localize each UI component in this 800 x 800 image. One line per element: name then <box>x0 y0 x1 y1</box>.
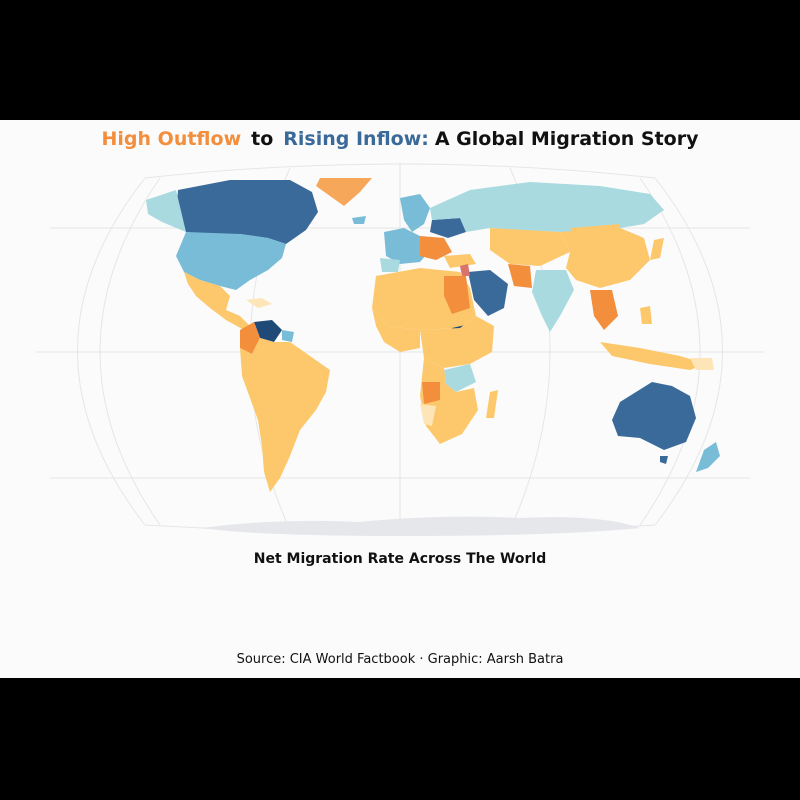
projection-outline <box>77 163 723 533</box>
region-south-america <box>240 338 330 492</box>
source-caption: Source: CIA World Factbook · Graphic: Aa… <box>236 652 564 667</box>
region-alaska <box>146 190 186 232</box>
region-iceland <box>352 216 366 224</box>
region-southeast-asia <box>590 290 618 330</box>
region-western-europe <box>384 228 430 264</box>
meridian-line <box>639 177 701 526</box>
region-iberia <box>380 258 400 272</box>
region-east-africa <box>444 364 476 392</box>
region-mongolia <box>570 224 620 238</box>
region-levant <box>460 264 470 276</box>
region-egypt-sudan <box>444 276 470 314</box>
region-iran <box>508 264 532 288</box>
region-usa <box>176 232 286 290</box>
region-philippines <box>640 306 652 324</box>
map-subtitle: Net Migration Rate Across The World <box>253 551 547 567</box>
region-guyana <box>282 330 294 342</box>
region-central-asia <box>490 228 570 266</box>
chart-title: High Outflow to Rising Inflow: A Global Mig… <box>0 128 800 150</box>
region-india <box>532 270 574 332</box>
title-to: to <box>251 128 274 150</box>
region-caribbean <box>246 298 272 308</box>
region-southern-africa <box>420 358 478 444</box>
region-ukraine <box>430 218 466 238</box>
region-mexico <box>184 272 250 330</box>
world-map <box>36 162 764 536</box>
region-scandinavia <box>400 194 430 232</box>
region-new-zealand <box>696 442 720 472</box>
region-madagascar <box>486 390 498 418</box>
meridian-line <box>99 177 161 526</box>
region-turkey <box>444 254 476 268</box>
region-russia <box>430 182 664 232</box>
region-antarctica <box>200 516 640 536</box>
figure-panel: High Outflow to Rising Inflow: A Global Mig… <box>0 120 800 678</box>
region-china <box>560 228 650 288</box>
region-angola <box>422 382 440 404</box>
region-eastern-europe <box>420 236 452 260</box>
region-colombia <box>240 322 260 354</box>
region-tasmania <box>660 456 668 464</box>
title-inflow: Rising Inflow: <box>283 128 429 150</box>
region-greenland <box>316 178 372 206</box>
region-central-africa <box>420 316 494 368</box>
region-saudi-arabia <box>468 270 508 316</box>
title-rest: A Global Migration Story <box>434 128 699 150</box>
title-outflow: High Outflow <box>101 128 242 150</box>
region-west-africa <box>372 308 420 352</box>
region-namibia <box>420 404 436 426</box>
region-indonesia <box>600 342 706 370</box>
region-japan <box>650 238 664 260</box>
region-venezuela <box>254 320 282 342</box>
region-australia <box>612 382 696 450</box>
region-canada <box>176 180 318 244</box>
region-png <box>690 358 714 370</box>
